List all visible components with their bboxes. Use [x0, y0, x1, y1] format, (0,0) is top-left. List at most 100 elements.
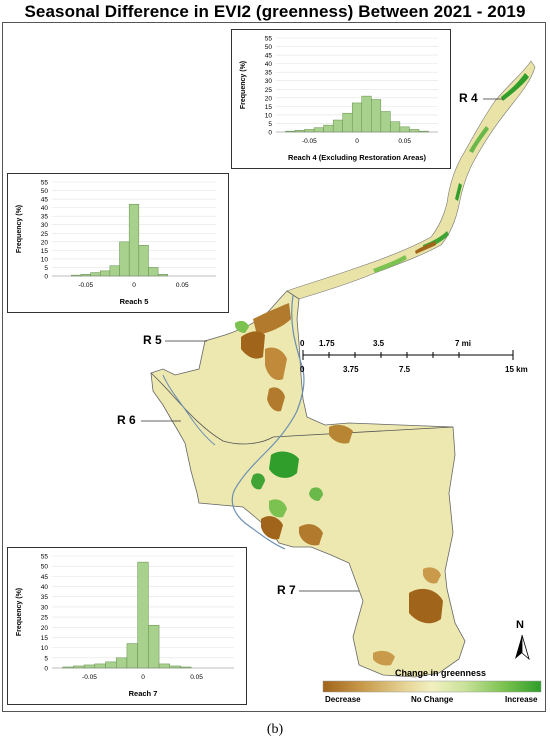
scale-km-tick-label: 15 km [505, 365, 528, 374]
increase-patch [269, 499, 287, 518]
y-axis-label: Frequency (%) [16, 205, 23, 253]
reach-7-histogram-inset: 0 5 10 15 20 25 30 35 40 45 50 55 -0.05 0 0.05 Reach 7 F… [7, 547, 247, 705]
histogram-bar [138, 244, 149, 277]
y-tick-label: 50 [41, 188, 49, 195]
scale-mile-labels: 0 1.75 3.5 7 mi [3, 339, 547, 351]
decrease-patch [409, 588, 443, 624]
y-tick-label: 10 [41, 256, 49, 263]
decrease-patch [267, 387, 285, 412]
decrease-patch [299, 524, 323, 546]
scale-mile-tick-label: 7 mi [455, 339, 472, 348]
scale-mile-tick-label: 1.75 [319, 339, 335, 348]
y-tick-label: 50 [41, 564, 49, 571]
y-tick-label: 45 [265, 53, 273, 60]
decrease-patch [265, 347, 287, 381]
histogram-bar [399, 126, 410, 133]
y-tick-label: 40 [41, 584, 49, 591]
histogram-bar [137, 561, 149, 669]
histogram-bar [126, 643, 138, 669]
study-area-map [141, 60, 542, 693]
x-tick-label: 0.05 [398, 138, 411, 145]
river-line [162, 374, 216, 446]
y-tick-label: 10 [265, 112, 273, 119]
reach-5-label: R 5 [143, 333, 162, 347]
x-tick-label: 0 [355, 138, 359, 145]
histogram-bar [304, 129, 315, 133]
increase-patch [309, 487, 323, 501]
scale-km-labels: 0 3.75 7.5 15 km [3, 365, 547, 377]
y-tick-label: 15 [265, 104, 273, 111]
river-line [231, 294, 305, 550]
y-tick-label: 25 [41, 231, 49, 238]
y-axis-label: Frequency (%) [240, 61, 247, 109]
y-tick-label: 30 [41, 604, 49, 611]
increase-patch [469, 126, 489, 153]
histogram-bar [332, 119, 343, 133]
y-tick-label: 10 [41, 645, 49, 652]
legend-decrease-label: Decrease [325, 695, 361, 704]
histogram-bar [109, 265, 120, 277]
y-tick-label: 5 [44, 655, 48, 662]
x-tick-label: 0 [141, 674, 145, 681]
y-axis-label: Frequency (%) [16, 588, 23, 636]
scale-km-tick-label: 3.75 [343, 365, 359, 374]
y-tick-label: 20 [41, 239, 49, 246]
y-tick-label: 15 [41, 248, 49, 255]
legend-no-change-label: No Change [411, 695, 454, 704]
histogram-bar [390, 121, 401, 133]
map-frame: R 4 R 5 R 6 R 7 0 1.75 3.5 7 mi 0 3.75 7… [2, 22, 546, 712]
x-tick-label: 0.05 [176, 282, 189, 289]
legend-increase-label: Increase [505, 695, 538, 704]
x-tick-label: 0.05 [190, 674, 203, 681]
x-axis-label: Reach 5 [120, 297, 149, 306]
increase-patch [269, 451, 299, 478]
y-tick-label: 55 [41, 554, 49, 561]
histogram-bar [119, 241, 130, 277]
map-title: Seasonal Difference in EVI2 (greenness) … [24, 2, 526, 21]
y-tick-label: 5 [44, 265, 48, 272]
y-tick-label: 35 [41, 594, 49, 601]
x-tick-label: -0.05 [302, 138, 317, 145]
histogram-bar [169, 665, 181, 669]
legend-color-bar [322, 680, 542, 693]
y-tick-label: 0 [268, 130, 272, 137]
y-tick-label: 5 [268, 121, 272, 128]
histogram-bar [351, 102, 363, 133]
y-tick-label: 35 [265, 70, 273, 77]
y-tick-label: 15 [41, 635, 49, 642]
histogram-bar [158, 663, 171, 669]
histogram-bar [83, 664, 96, 669]
y-tick-label: 30 [265, 78, 273, 85]
scale-mile-tick-label: 0 [300, 339, 305, 348]
histogram-bar [105, 661, 117, 669]
reach-4-histogram-inset: 0 5 10 15 20 25 30 35 40 45 50 55 -0.05 0 0.05 Reach 4 … [231, 29, 451, 169]
north-label: N [516, 619, 524, 631]
x-tick-label: -0.05 [82, 674, 97, 681]
decrease-patch [423, 567, 441, 584]
y-tick-label: 0 [44, 666, 48, 673]
y-tick-label: 45 [41, 574, 49, 581]
histogram-bar [380, 111, 391, 133]
x-tick-label: 0 [132, 282, 136, 289]
north-arrow-icon [515, 634, 530, 661]
y-tick-label: 25 [265, 87, 273, 94]
histogram-bar [90, 272, 101, 277]
legend-title: Change in greenness [395, 668, 487, 678]
increase-patch [455, 183, 462, 201]
scale-mile-tick-label: 3.5 [373, 339, 385, 348]
increase-patch [373, 255, 407, 273]
y-tick-label: 0 [44, 274, 48, 281]
increase-patch [251, 473, 265, 490]
histogram-bar [99, 270, 111, 277]
y-tick-label: 20 [41, 625, 49, 632]
reach-boundary [150, 372, 274, 445]
y-tick-label: 55 [265, 36, 273, 43]
decrease-patch [373, 650, 395, 666]
y-tick-label: 45 [41, 197, 49, 204]
increase-patch [501, 73, 529, 101]
reach-6-label: R 6 [117, 413, 136, 427]
histogram-bar [409, 129, 420, 133]
reach-5-histogram-inset: 0 5 10 15 20 25 30 35 40 45 50 55 -0.05 0 0.05 Reach 5 F… [7, 173, 229, 313]
